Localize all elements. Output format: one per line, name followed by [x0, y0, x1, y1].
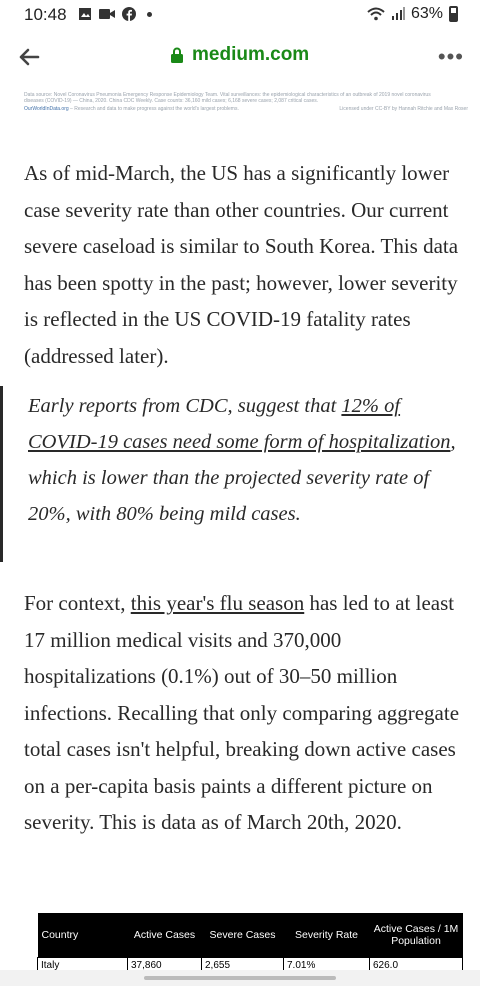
article-paragraph-1: As of mid-March, the US has a significan… [24, 161, 459, 368]
header-country: Country [37, 913, 128, 957]
status-time: 10:48 [24, 5, 67, 24]
cdc-hospitalization-link[interactable]: 12% of COVID-19 cases need some form of … [28, 395, 451, 453]
blockquote-bar [0, 386, 3, 562]
owid-tagline: – Research and data to make progress aga… [68, 106, 239, 112]
blockquote: Early reports from CDC, suggest that 12%… [0, 386, 470, 562]
chart-source-text: Data source: Novel Coronavirus Pneumonia… [24, 92, 431, 104]
lock-icon [171, 47, 183, 63]
battery-icon [449, 6, 458, 22]
blockquote-text-start: Early reports from CDC, suggest that [28, 395, 342, 417]
system-icons: 63% [367, 5, 458, 23]
paragraph-2-end: has led to at least 17 million medical v… [24, 591, 460, 834]
more-notifications-dot-icon [147, 11, 152, 17]
url-text: medium.com [192, 44, 310, 65]
browser-toolbar: medium.com ••• [0, 32, 480, 82]
owid-link[interactable]: OurWorldInData.org [24, 106, 69, 112]
system-nav-bar [0, 970, 480, 986]
home-gesture-handle[interactable] [144, 976, 336, 980]
notification-icons [78, 7, 152, 21]
facebook-icon [122, 7, 136, 21]
image-icon [79, 8, 91, 20]
address-bar[interactable]: medium.com [170, 44, 309, 66]
status-bar: 10:48 63% [0, 0, 480, 30]
paragraph-2-start: For context, [24, 591, 131, 615]
header-severity-rate: Severity Rate [283, 913, 370, 957]
back-arrow-icon[interactable] [14, 42, 44, 72]
signal-icon [391, 7, 405, 20]
overflow-menu-icon[interactable]: ••• [437, 44, 464, 69]
battery-percent: 63% [410, 5, 443, 22]
severity-table: Country Active Cases Severe Cases Severi… [37, 913, 463, 974]
chart-license: Licensed under CC-BY by Hannah Ritchie a… [339, 106, 468, 112]
header-active-cases: Active Cases [127, 913, 202, 957]
header-severe-cases: Severe Cases [201, 913, 284, 957]
table-header-row: Country Active Cases Severe Cases Severi… [37, 913, 463, 957]
video-icon [99, 9, 115, 19]
article-paragraph-2: For context, this year's flu season has … [24, 585, 464, 841]
flu-season-link[interactable]: this year's flu season [130, 591, 305, 615]
chart-attribution: OurWorldInData.org – Research and data t… [24, 106, 468, 112]
blockquote-text: Early reports from CDC, suggest that 12%… [28, 388, 458, 532]
header-active-per-million: Active Cases / 1M Population [369, 913, 463, 957]
chart-source-footer: Data source: Novel Coronavirus Pneumonia… [24, 92, 468, 122]
wifi-icon [367, 7, 385, 21]
blockquote-text-end: , which is lower than the projected seve… [28, 431, 456, 525]
